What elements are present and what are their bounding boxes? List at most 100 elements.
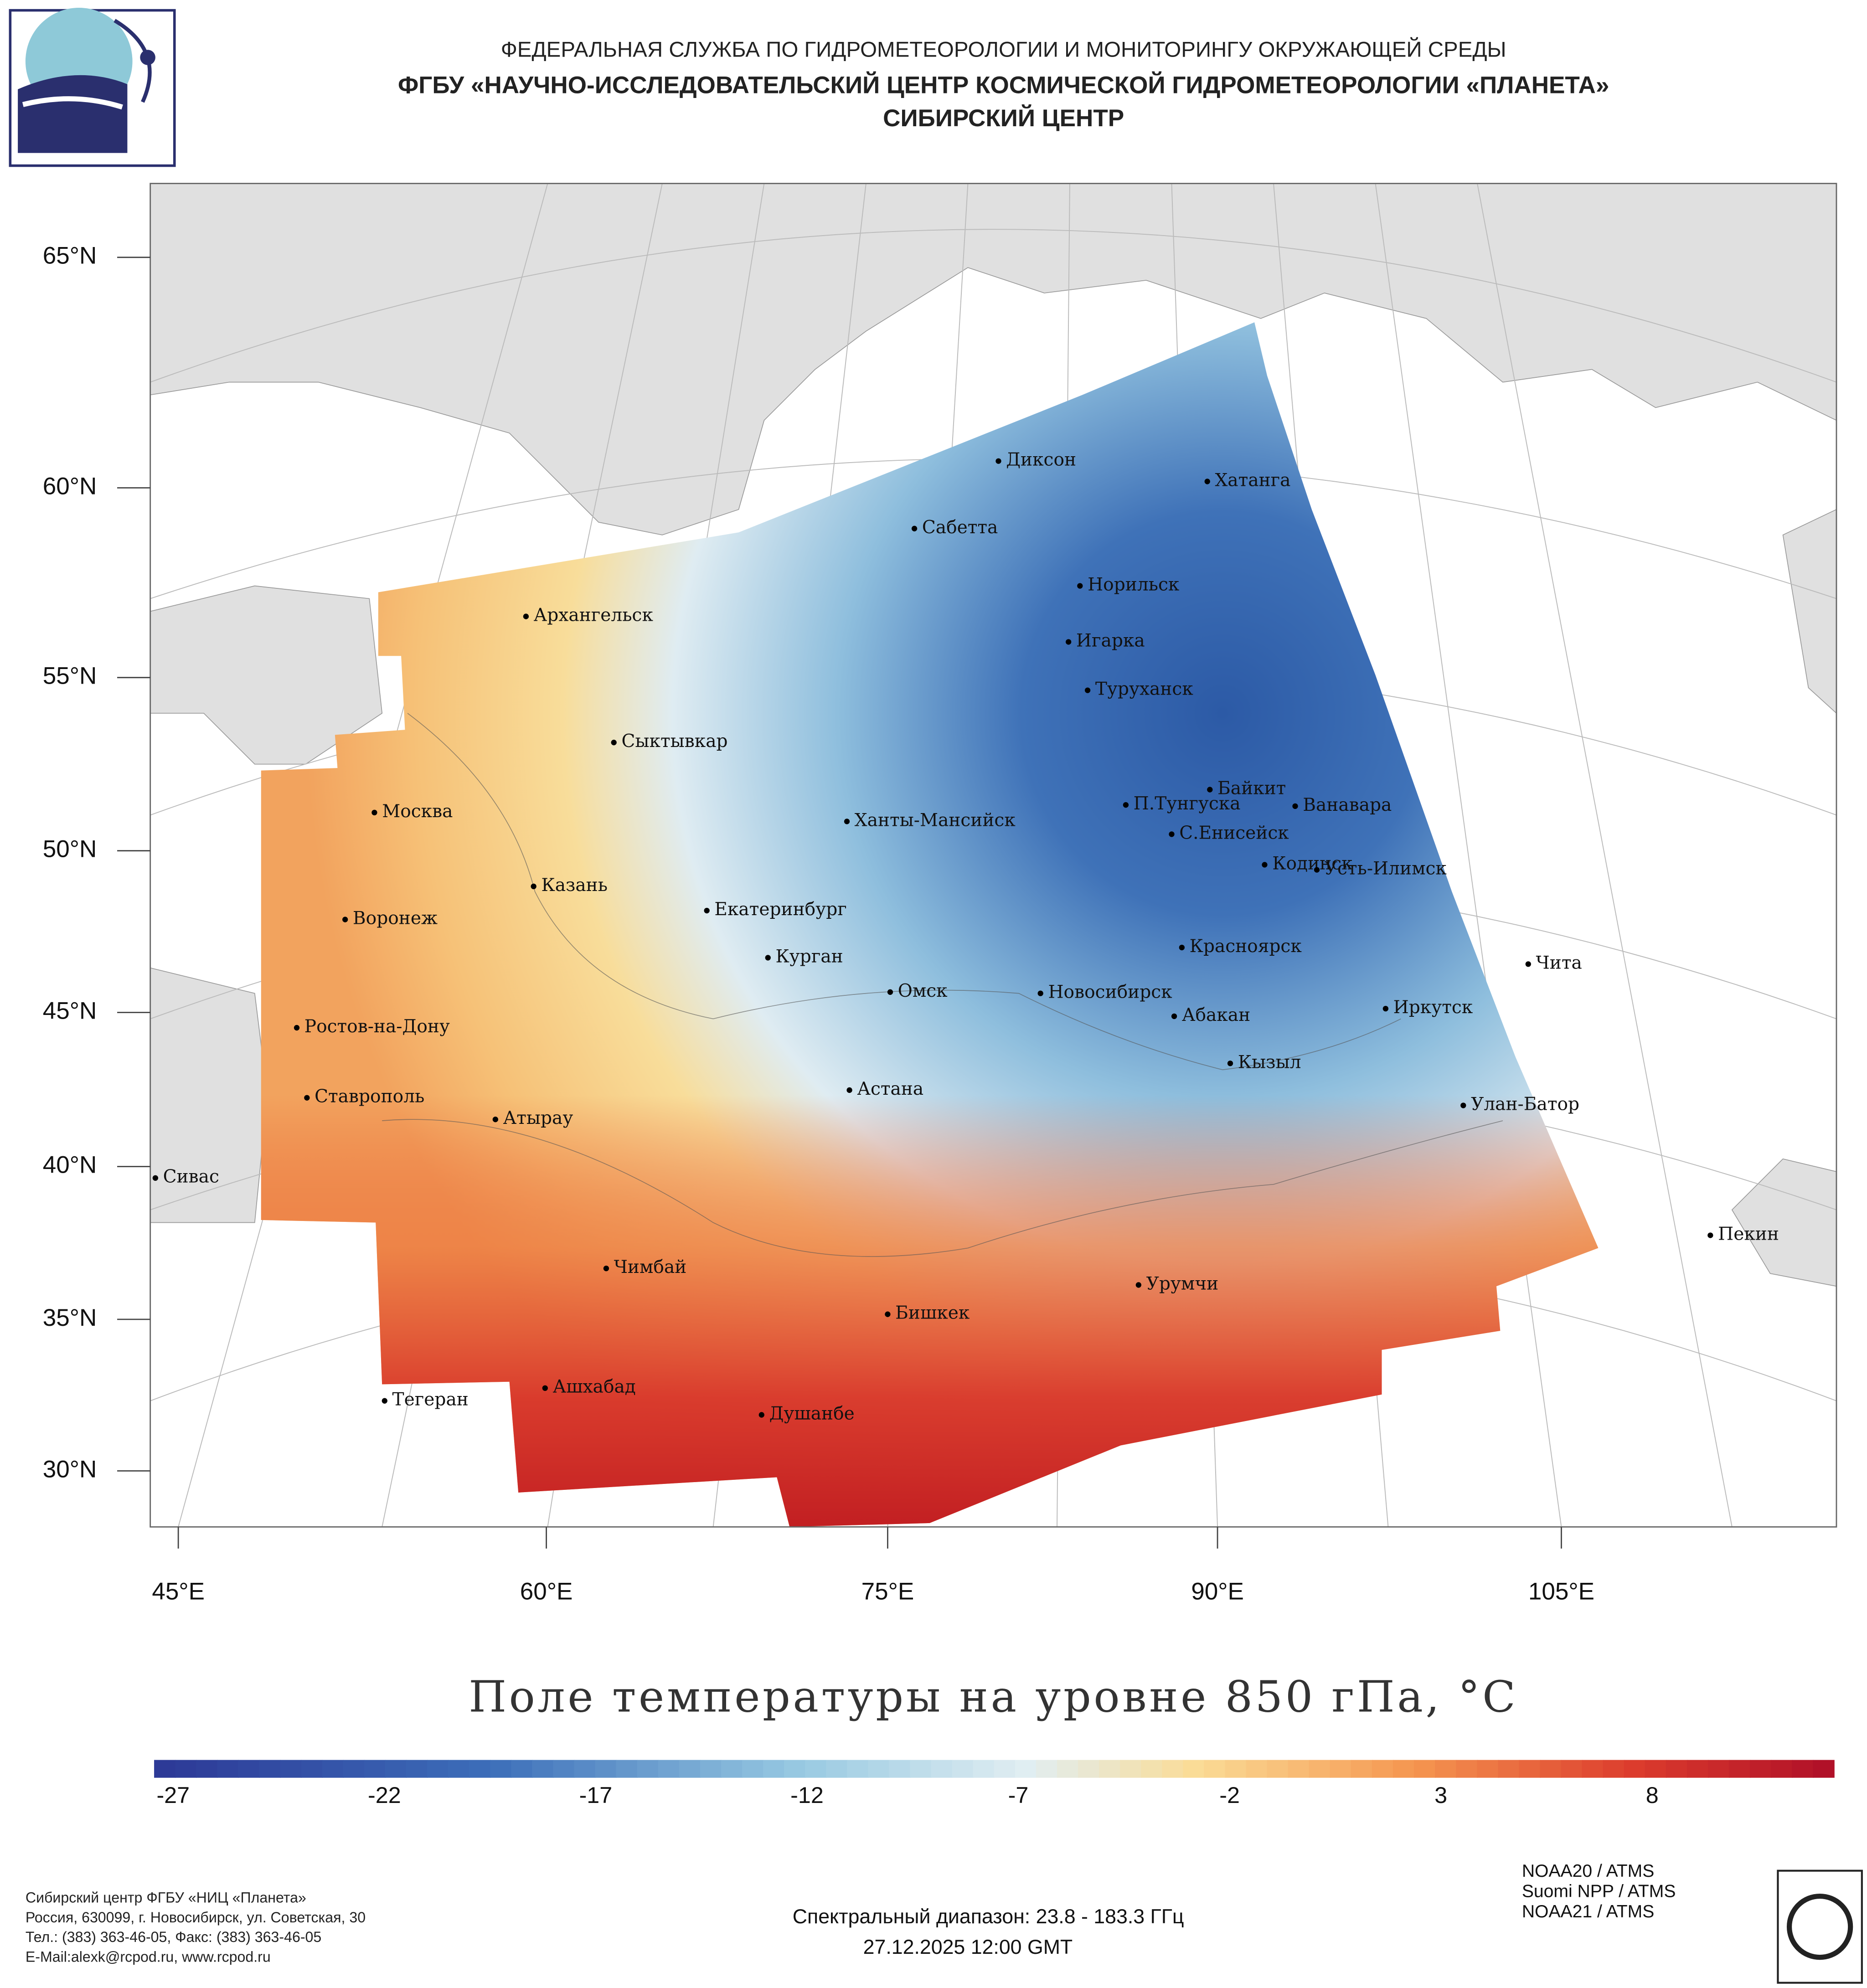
colorbar-swatch	[1204, 1760, 1226, 1778]
city-dot	[1066, 639, 1072, 645]
colorbar: -27 -22 -17 -12 -7 -2 3 8	[154, 1760, 1835, 1808]
lat-label: 50°N	[43, 836, 97, 863]
city-label: Иркутск	[1393, 997, 1473, 1018]
city-dot	[382, 1398, 387, 1404]
iso-badge	[1777, 1870, 1863, 1984]
lon-label: 105°E	[1528, 1578, 1594, 1605]
temperature-field-warm	[261, 322, 1599, 1527]
colorbar-swatch	[1330, 1760, 1352, 1778]
city-label: Курган	[776, 946, 843, 967]
city-dot	[1314, 867, 1320, 873]
city-label: Ростов-на-Дону	[304, 1016, 450, 1037]
city-dot	[542, 1385, 548, 1391]
map-axes: 65°N 60°N 55°N 50°N 45°N 40°N 35°N 30°N 45°E 60°E…	[43, 242, 1594, 1605]
colorbar-swatch	[1603, 1760, 1625, 1778]
address-line: E-Mail:alexk@rcpod.ru, www.rcpod.ru	[26, 1949, 271, 1965]
branch: СИБИРСКИЙ ЦЕНТР	[883, 104, 1124, 132]
colorbar-swatch	[616, 1760, 638, 1778]
logo	[9, 8, 176, 167]
address-line: Сибирский центр ФГБУ «НИЦ «Планета»	[26, 1890, 306, 1906]
city-label: Туруханск	[1095, 679, 1193, 700]
colorbar-swatch	[1288, 1760, 1310, 1778]
colorbar-tick-label: -7	[1008, 1782, 1029, 1808]
city-dot	[1204, 479, 1210, 484]
colorbar-swatch	[679, 1760, 701, 1778]
city-dot	[603, 1265, 609, 1272]
colorbar-swatch	[1645, 1760, 1667, 1778]
colorbar-swatch	[490, 1760, 512, 1778]
city-dot	[304, 1095, 310, 1101]
colorbar-swatch	[259, 1760, 281, 1778]
city-dot	[995, 458, 1001, 464]
city-label: Астана	[857, 1079, 923, 1099]
colorbar-swatch	[196, 1760, 218, 1778]
colorbar-swatch	[1372, 1760, 1394, 1778]
city-label: Байкит	[1217, 778, 1286, 799]
colorbar-swatch	[1351, 1760, 1373, 1778]
city-dot	[758, 1412, 764, 1418]
colorbar-swatch	[406, 1760, 428, 1778]
colorbar-swatch	[637, 1760, 659, 1778]
colorbar-swatch	[1309, 1760, 1331, 1778]
colorbar-tick-label: 3	[1434, 1782, 1447, 1808]
colorbar-swatch	[175, 1760, 197, 1778]
colorbar-swatch	[994, 1760, 1016, 1778]
colorbar-tick-label: -12	[790, 1782, 824, 1808]
city-dot	[492, 1117, 499, 1123]
colorbar-swatch	[448, 1760, 470, 1778]
city-dot	[531, 883, 536, 890]
colorbar-swatch	[343, 1760, 365, 1778]
city-dot	[294, 1025, 300, 1031]
colorbar-swatch	[889, 1760, 911, 1778]
colorbar-swatch	[574, 1760, 596, 1778]
city-label: Кодинск	[1272, 853, 1352, 874]
colorbar-tick-label: -27	[156, 1782, 190, 1808]
city-dot	[765, 955, 771, 961]
lon-label: 90°E	[1191, 1578, 1244, 1605]
agency: ФЕДЕРАЛЬНАЯ СЛУЖБА ПО ГИДРОМЕТЕОРОЛОГИИ …	[501, 37, 1506, 62]
colorbar-swatch	[217, 1760, 239, 1778]
colorbar-swatch	[1036, 1760, 1058, 1778]
city-label: Тегеран	[392, 1390, 469, 1410]
city-dot	[704, 907, 710, 914]
address-line: Россия, 630099, г. Новосибирск, ул. Сове…	[26, 1909, 366, 1926]
footer: Сибирский центр ФГБУ «НИЦ «Планета» Росси…	[26, 1861, 1859, 1980]
city-dot	[371, 809, 377, 816]
city-label: Архангельск	[534, 605, 653, 626]
borders	[382, 713, 1503, 1257]
city-dot	[1037, 990, 1043, 996]
lat-label: 55°N	[43, 663, 97, 690]
city-label: Усть-Илимск	[1325, 859, 1447, 879]
colorbar-swatch	[1519, 1760, 1541, 1778]
colorbar-swatch	[847, 1760, 869, 1778]
colorbar-swatch	[1498, 1760, 1520, 1778]
city-dot	[1169, 831, 1175, 837]
city-dot	[1262, 862, 1268, 868]
city-dot	[885, 1311, 891, 1317]
colorbar-swatch	[1813, 1760, 1835, 1778]
colorbar-swatch	[742, 1760, 764, 1778]
city-label: Красноярск	[1190, 936, 1302, 957]
colorbar-swatch	[784, 1760, 806, 1778]
city-label: Пекин	[1718, 1224, 1779, 1244]
city-label: Ханты-Мансийск	[855, 810, 1016, 830]
lon-label: 60°E	[520, 1578, 573, 1605]
city-dot	[844, 819, 850, 824]
city-label: Улан-Батор	[1471, 1094, 1579, 1114]
city-dot	[1227, 1061, 1233, 1066]
colorbar-swatch	[868, 1760, 890, 1778]
colorbar-swatch	[805, 1760, 827, 1778]
colorbar-tick-label: -17	[579, 1782, 613, 1808]
city-dot	[1207, 787, 1213, 793]
cities: Диксон Хатанга Сабетта Норильск Архангельск И…	[152, 450, 1779, 1424]
colorbar-swatch	[595, 1760, 617, 1778]
city-label: Омск	[898, 981, 948, 1001]
city-label: Воронеж	[353, 908, 438, 929]
city-dot	[523, 613, 529, 619]
lat-label: 30°N	[43, 1456, 97, 1483]
city-label: Бишкек	[895, 1303, 970, 1324]
city-dot	[1084, 687, 1091, 693]
colorbar-swatch	[1792, 1760, 1814, 1778]
lat-label: 45°N	[43, 998, 97, 1025]
